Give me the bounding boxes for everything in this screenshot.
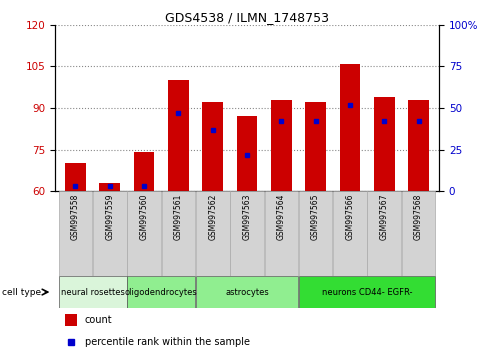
Bar (93, 191, 127, 276)
Text: GSM997562: GSM997562 (208, 194, 217, 240)
Bar (196, 191, 230, 276)
Bar (237, 116, 257, 191)
Title: GDS4538 / ILMN_1748753: GDS4538 / ILMN_1748753 (165, 11, 329, 24)
Bar (162, 191, 195, 276)
Bar (367, 191, 401, 276)
Text: GSM997559: GSM997559 (105, 194, 114, 240)
Text: GSM997561: GSM997561 (174, 194, 183, 240)
Text: GSM997560: GSM997560 (140, 194, 149, 240)
Bar (402, 191, 435, 276)
Text: GSM997566: GSM997566 (345, 194, 354, 240)
Bar (271, 99, 291, 191)
Text: GSM997563: GSM997563 (243, 194, 251, 240)
Bar (305, 102, 326, 191)
Bar (264, 191, 298, 276)
Bar (134, 152, 154, 191)
Text: astrocytes: astrocytes (225, 287, 269, 297)
Bar (340, 64, 360, 191)
Text: GSM997568: GSM997568 (414, 194, 423, 240)
Bar (196, 276, 298, 308)
Bar (299, 191, 332, 276)
Text: GSM997564: GSM997564 (277, 194, 286, 240)
Bar (299, 276, 435, 308)
Bar (374, 97, 395, 191)
Bar (230, 191, 264, 276)
Bar (408, 99, 429, 191)
Text: GSM997567: GSM997567 (380, 194, 389, 240)
Text: count: count (85, 315, 112, 325)
Text: cell type: cell type (2, 287, 41, 297)
Bar (59, 191, 92, 276)
Text: neural rosettes: neural rosettes (61, 287, 125, 297)
Bar (99, 183, 120, 191)
Text: percentile rank within the sample: percentile rank within the sample (85, 337, 250, 348)
Bar (168, 80, 189, 191)
Bar (65, 314, 77, 326)
Bar (65, 164, 86, 191)
Bar (203, 102, 223, 191)
Text: GSM997558: GSM997558 (71, 194, 80, 240)
Bar (127, 276, 195, 308)
Text: GSM997565: GSM997565 (311, 194, 320, 240)
Bar (333, 191, 367, 276)
Bar (59, 276, 127, 308)
Text: neurons CD44- EGFR-: neurons CD44- EGFR- (322, 287, 412, 297)
Bar (127, 191, 161, 276)
Text: oligodendrocytes: oligodendrocytes (125, 287, 198, 297)
